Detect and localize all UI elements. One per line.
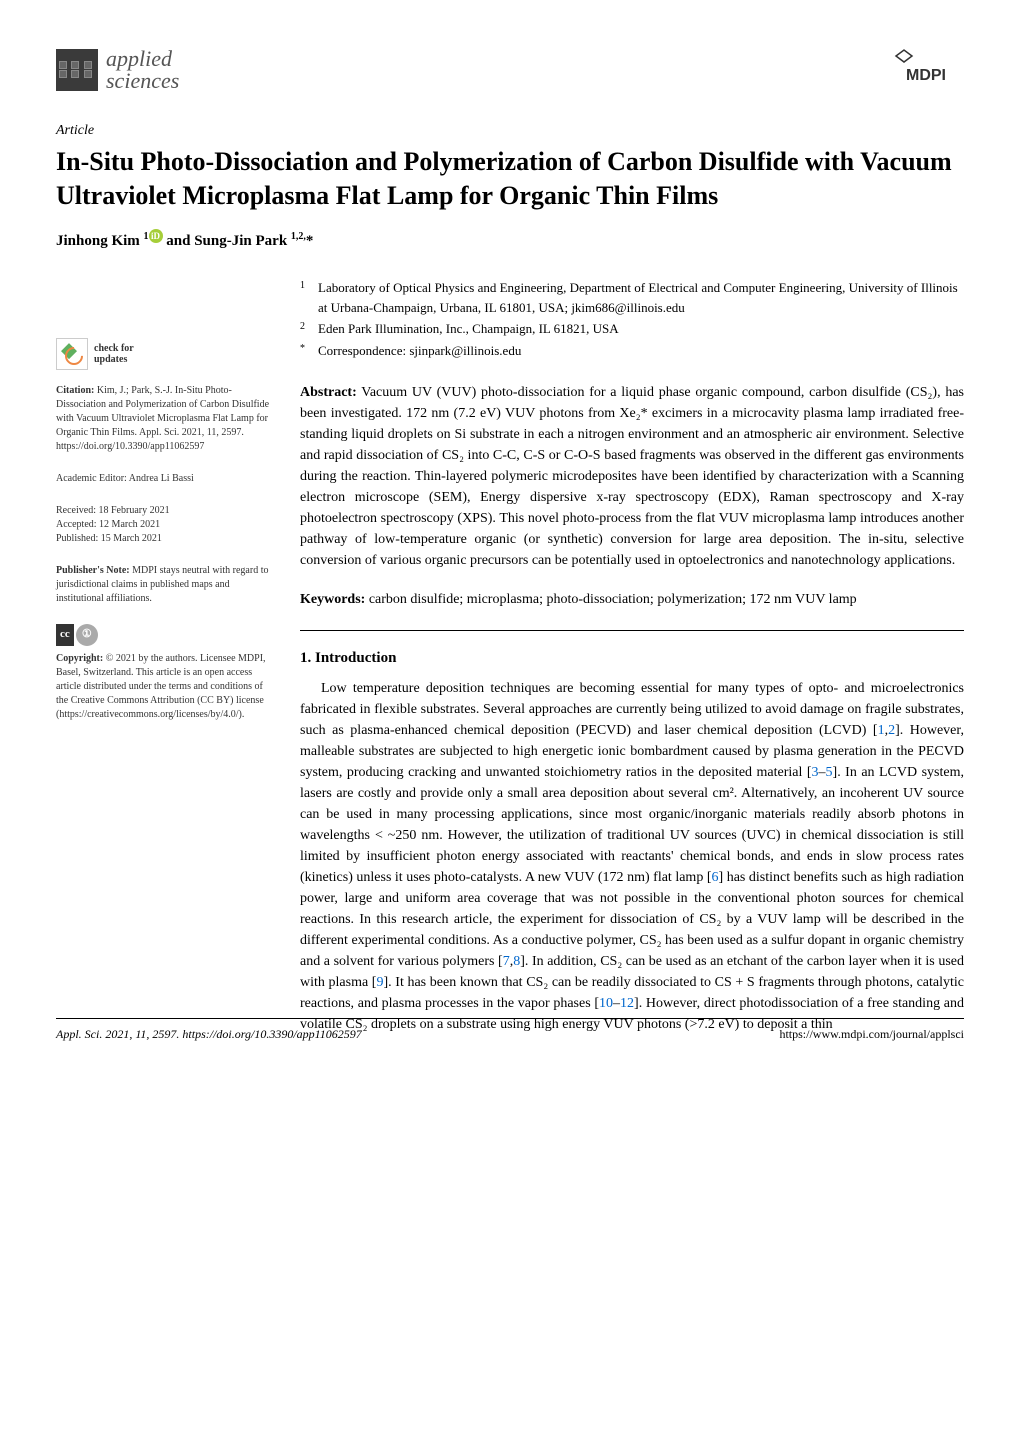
affiliation-num: 1 bbox=[300, 278, 318, 317]
article-title: In-Situ Photo-Dissociation and Polymeriz… bbox=[56, 145, 964, 213]
editor-name: Andrea Li Bassi bbox=[129, 473, 194, 484]
ref-link[interactable]: 5 bbox=[826, 765, 833, 780]
affiliations: 1 Laboratory of Optical Physics and Engi… bbox=[300, 278, 964, 360]
article-type: Article bbox=[56, 120, 964, 141]
affiliation-text: Laboratory of Optical Physics and Engine… bbox=[318, 278, 964, 317]
published-date: 15 March 2021 bbox=[101, 533, 162, 544]
keywords: Keywords: carbon disulfide; microplasma;… bbox=[300, 589, 964, 610]
by-icon: ① bbox=[76, 624, 98, 646]
check-for-updates[interactable]: check forupdates bbox=[56, 338, 272, 370]
correspondence-text: Correspondence: sjinpark@illinois.edu bbox=[318, 341, 964, 361]
accepted-date: 12 March 2021 bbox=[99, 519, 160, 530]
journal-logo-icon bbox=[56, 49, 98, 91]
affiliation-num: 2 bbox=[300, 319, 318, 339]
received-label: Received: bbox=[56, 505, 96, 516]
publishers-note-block: Publisher's Note: MDPI stays neutral wit… bbox=[56, 564, 272, 606]
keywords-text: carbon disulfide; microplasma; photo-dis… bbox=[369, 592, 857, 607]
received-date: 18 February 2021 bbox=[98, 505, 169, 516]
copyright-block: Copyright: © 2021 by the authors. Licens… bbox=[56, 652, 272, 722]
ref-link[interactable]: 8 bbox=[513, 954, 520, 969]
published-label: Published: bbox=[56, 533, 98, 544]
intro-paragraph: Low temperature deposition techniques ar… bbox=[300, 678, 964, 1035]
publishers-note-label: Publisher's Note: bbox=[56, 565, 130, 576]
editor-block: Academic Editor: Andrea Li Bassi bbox=[56, 472, 272, 486]
ref-link[interactable]: 2 bbox=[888, 723, 895, 738]
journal-name-line1: applied bbox=[106, 48, 179, 70]
journal-name: applied sciences bbox=[106, 48, 179, 92]
cc-by-badge[interactable]: cc ① bbox=[56, 624, 272, 646]
intro-body: Low temperature deposition techniques ar… bbox=[300, 678, 964, 1035]
journal-logo: applied sciences bbox=[56, 48, 179, 92]
citation-block: Citation: Kim, J.; Park, S.-J. In-Situ P… bbox=[56, 384, 272, 454]
affiliation-2: 2 Eden Park Illumination, Inc., Champaig… bbox=[300, 319, 964, 339]
abstract-label: Abstract: bbox=[300, 385, 357, 400]
main-content: 1 Laboratory of Optical Physics and Engi… bbox=[300, 278, 964, 1035]
ref-link[interactable]: 10 bbox=[599, 996, 613, 1011]
check-updates-icon bbox=[56, 338, 88, 370]
footer-left: Appl. Sci. 2021, 11, 2597. https://doi.o… bbox=[56, 1025, 362, 1043]
editor-label: Academic Editor: bbox=[56, 473, 127, 484]
section-divider bbox=[300, 630, 964, 631]
affiliation-1: 1 Laboratory of Optical Physics and Engi… bbox=[300, 278, 964, 317]
ref-link[interactable]: 9 bbox=[376, 975, 383, 990]
keywords-label: Keywords: bbox=[300, 592, 365, 607]
ref-link[interactable]: 1 bbox=[878, 723, 885, 738]
copyright-label: Copyright: bbox=[56, 653, 103, 664]
footer-right[interactable]: https://www.mdpi.com/journal/applsci bbox=[779, 1025, 964, 1043]
mdpi-logo: MDPI bbox=[894, 48, 964, 88]
cc-icon: cc bbox=[56, 624, 74, 646]
ref-link[interactable]: 3 bbox=[812, 765, 819, 780]
authors-line: Jinhong Kim 1iD and Sung-Jin Park 1,2,* bbox=[56, 229, 964, 253]
intro-heading: 1. Introduction bbox=[300, 647, 964, 670]
ref-link[interactable]: 7 bbox=[503, 954, 510, 969]
dates-block: Received: 18 February 2021 Accepted: 12 … bbox=[56, 504, 272, 546]
correspondence-mark: * bbox=[300, 341, 318, 361]
page-header: applied sciences MDPI bbox=[56, 48, 964, 92]
ref-link[interactable]: 6 bbox=[712, 870, 719, 885]
ref-link[interactable]: 12 bbox=[620, 996, 634, 1011]
check-updates-label: check forupdates bbox=[94, 343, 134, 365]
accepted-label: Accepted: bbox=[56, 519, 97, 530]
journal-name-line2: sciences bbox=[106, 70, 179, 92]
orcid-icon[interactable]: iD bbox=[149, 229, 163, 243]
abstract-text: Vacuum UV (VUV) photo-dissociation for a… bbox=[300, 385, 964, 568]
citation-label: Citation: bbox=[56, 385, 94, 396]
page-footer: Appl. Sci. 2021, 11, 2597. https://doi.o… bbox=[56, 1018, 964, 1043]
correspondence: * Correspondence: sjinpark@illinois.edu bbox=[300, 341, 964, 361]
abstract: Abstract: Vacuum UV (VUV) photo-dissocia… bbox=[300, 382, 964, 571]
affiliation-text: Eden Park Illumination, Inc., Champaign,… bbox=[318, 319, 964, 339]
sidebar: check forupdates Citation: Kim, J.; Park… bbox=[56, 278, 272, 1035]
svg-text:MDPI: MDPI bbox=[906, 67, 946, 84]
